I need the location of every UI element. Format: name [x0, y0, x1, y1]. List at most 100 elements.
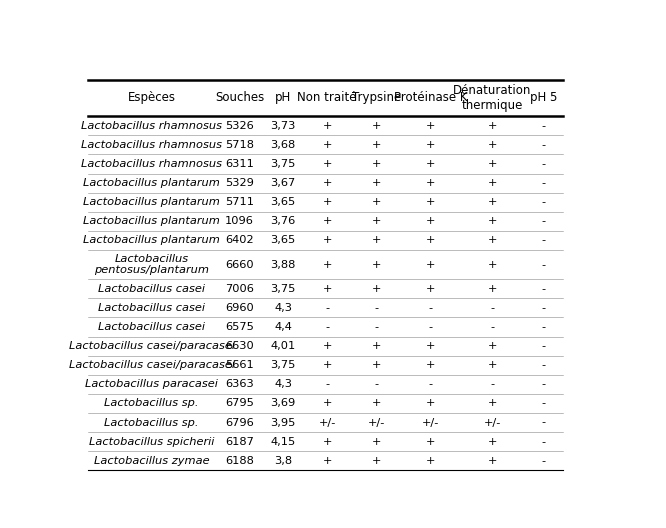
Text: +: +: [322, 437, 332, 447]
Text: -: -: [542, 418, 546, 428]
Text: 5718: 5718: [225, 140, 254, 150]
Text: +: +: [488, 284, 497, 294]
Text: 3,65: 3,65: [270, 197, 296, 207]
Text: +: +: [372, 159, 381, 169]
Text: -: -: [542, 140, 546, 150]
Text: -: -: [490, 322, 494, 332]
Text: -: -: [542, 303, 546, 313]
Text: +: +: [372, 260, 381, 270]
Text: -: -: [542, 216, 546, 227]
Text: Lactobacillus casei: Lactobacillus casei: [98, 322, 205, 332]
Text: +/-: +/-: [422, 418, 439, 428]
Text: +: +: [488, 235, 497, 246]
Text: Lactobacillus spicherii: Lactobacillus spicherii: [89, 437, 214, 447]
Text: -: -: [542, 197, 546, 207]
Text: -: -: [374, 379, 378, 389]
Text: 4,01: 4,01: [270, 341, 296, 351]
Text: +: +: [372, 121, 381, 131]
Text: 6363: 6363: [225, 379, 254, 389]
Text: -: -: [542, 260, 546, 270]
Text: +/-: +/-: [368, 418, 385, 428]
Text: 3,88: 3,88: [270, 260, 296, 270]
Text: 4,4: 4,4: [274, 322, 292, 332]
Text: +: +: [488, 437, 497, 447]
Text: 3,75: 3,75: [270, 360, 296, 370]
Text: Lactobacillus plantarum: Lactobacillus plantarum: [83, 197, 220, 207]
Text: 3,75: 3,75: [270, 159, 296, 169]
Text: +: +: [372, 284, 381, 294]
Text: +: +: [372, 341, 381, 351]
Text: Trypsine: Trypsine: [352, 91, 401, 105]
Text: +: +: [426, 197, 435, 207]
Text: +: +: [372, 437, 381, 447]
Text: Lactobacillus casei: Lactobacillus casei: [98, 303, 205, 313]
Text: +: +: [322, 341, 332, 351]
Text: 6575: 6575: [225, 322, 254, 332]
Text: +: +: [322, 159, 332, 169]
Text: +: +: [488, 140, 497, 150]
Text: -: -: [490, 303, 494, 313]
Text: +: +: [372, 216, 381, 227]
Text: +: +: [488, 159, 497, 169]
Text: +: +: [488, 456, 497, 466]
Text: 5326: 5326: [225, 121, 254, 131]
Text: +: +: [426, 284, 435, 294]
Text: 6796: 6796: [225, 418, 254, 428]
Text: pH: pH: [275, 91, 292, 105]
Text: +: +: [426, 235, 435, 246]
Text: +: +: [426, 360, 435, 370]
Text: +: +: [322, 216, 332, 227]
Text: Lactobacillus
pentosus/plantarum: Lactobacillus pentosus/plantarum: [94, 254, 209, 276]
Text: +: +: [322, 260, 332, 270]
Text: +: +: [488, 216, 497, 227]
Text: -: -: [542, 235, 546, 246]
Text: +: +: [426, 437, 435, 447]
Text: +: +: [426, 456, 435, 466]
Text: -: -: [374, 322, 378, 332]
Text: Lactobacillus rhamnosus: Lactobacillus rhamnosus: [81, 140, 222, 150]
Text: Lactobacillus sp.: Lactobacillus sp.: [105, 418, 199, 428]
Text: +: +: [372, 235, 381, 246]
Text: +: +: [322, 197, 332, 207]
Text: Non traité: Non traité: [298, 91, 357, 105]
Text: +: +: [426, 216, 435, 227]
Text: -: -: [325, 303, 329, 313]
Text: 3,76: 3,76: [270, 216, 296, 227]
Text: 6402: 6402: [225, 235, 254, 246]
Text: +: +: [488, 178, 497, 188]
Text: Lactobacillus zymae: Lactobacillus zymae: [94, 456, 209, 466]
Text: 6630: 6630: [225, 341, 254, 351]
Text: +: +: [488, 341, 497, 351]
Text: 1096: 1096: [225, 216, 254, 227]
Text: -: -: [542, 437, 546, 447]
Text: +: +: [322, 140, 332, 150]
Text: 3,75: 3,75: [270, 284, 296, 294]
Text: Lactobacillus casei/paracasei: Lactobacillus casei/paracasei: [69, 341, 234, 351]
Text: +: +: [372, 399, 381, 409]
Text: -: -: [374, 303, 378, 313]
Text: 3,73: 3,73: [270, 121, 296, 131]
Text: 4,15: 4,15: [270, 437, 296, 447]
Text: Lactobacillus rhamnosus: Lactobacillus rhamnosus: [81, 159, 222, 169]
Text: 6795: 6795: [225, 399, 254, 409]
Text: 5329: 5329: [225, 178, 254, 188]
Text: 5711: 5711: [225, 197, 254, 207]
Text: -: -: [325, 322, 329, 332]
Text: 3,8: 3,8: [274, 456, 292, 466]
Text: +: +: [426, 341, 435, 351]
Text: pH 5: pH 5: [530, 91, 557, 105]
Text: 4,3: 4,3: [274, 379, 292, 389]
Text: Lactobacillus casei: Lactobacillus casei: [98, 284, 205, 294]
Text: +: +: [322, 121, 332, 131]
Text: -: -: [325, 379, 329, 389]
Text: +: +: [322, 456, 332, 466]
Text: Souches: Souches: [214, 91, 264, 105]
Text: -: -: [542, 360, 546, 370]
Text: -: -: [542, 284, 546, 294]
Text: Espèces: Espèces: [128, 91, 176, 105]
Text: +: +: [372, 360, 381, 370]
Text: -: -: [542, 159, 546, 169]
Text: -: -: [542, 322, 546, 332]
Text: -: -: [428, 379, 432, 389]
Text: 6660: 6660: [225, 260, 254, 270]
